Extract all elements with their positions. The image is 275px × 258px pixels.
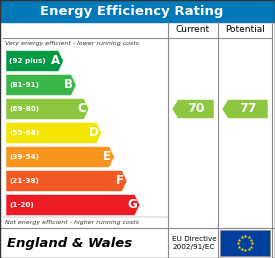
Text: 77: 77 (239, 102, 257, 116)
Polygon shape (6, 195, 140, 215)
Bar (220, 230, 270, 256)
Text: (92 plus): (92 plus) (9, 58, 46, 64)
Text: C: C (77, 102, 86, 116)
Text: (21-38): (21-38) (9, 178, 39, 184)
Text: F: F (116, 174, 124, 188)
Text: (55-68): (55-68) (9, 130, 39, 136)
Text: (39-54): (39-54) (9, 154, 39, 160)
Bar (0, 0, 275, 22)
Text: B: B (64, 78, 73, 92)
Text: (1-20): (1-20) (9, 202, 34, 208)
Text: (81-91): (81-91) (9, 82, 39, 88)
Text: Potential: Potential (225, 26, 265, 35)
Text: Energy Efficiency Rating: Energy Efficiency Rating (40, 4, 224, 18)
Text: Very energy efficient - lower running costs: Very energy efficient - lower running co… (5, 41, 139, 46)
Polygon shape (6, 51, 64, 71)
Polygon shape (6, 123, 102, 143)
Polygon shape (6, 171, 127, 191)
Text: (69-80): (69-80) (9, 106, 39, 112)
Text: E: E (103, 150, 111, 164)
Text: Not energy efficient - higher running costs: Not energy efficient - higher running co… (5, 220, 139, 225)
Text: England & Wales: England & Wales (7, 237, 132, 249)
Polygon shape (6, 147, 114, 167)
Text: EU Directive
2002/91/EC: EU Directive 2002/91/EC (172, 236, 217, 250)
Text: G: G (127, 198, 137, 212)
Polygon shape (172, 100, 214, 118)
Text: Current: Current (176, 26, 210, 35)
Polygon shape (6, 99, 89, 119)
Polygon shape (6, 75, 76, 95)
Text: 70: 70 (187, 102, 205, 116)
Polygon shape (222, 100, 268, 118)
Text: D: D (89, 126, 99, 140)
Text: A: A (51, 54, 60, 68)
